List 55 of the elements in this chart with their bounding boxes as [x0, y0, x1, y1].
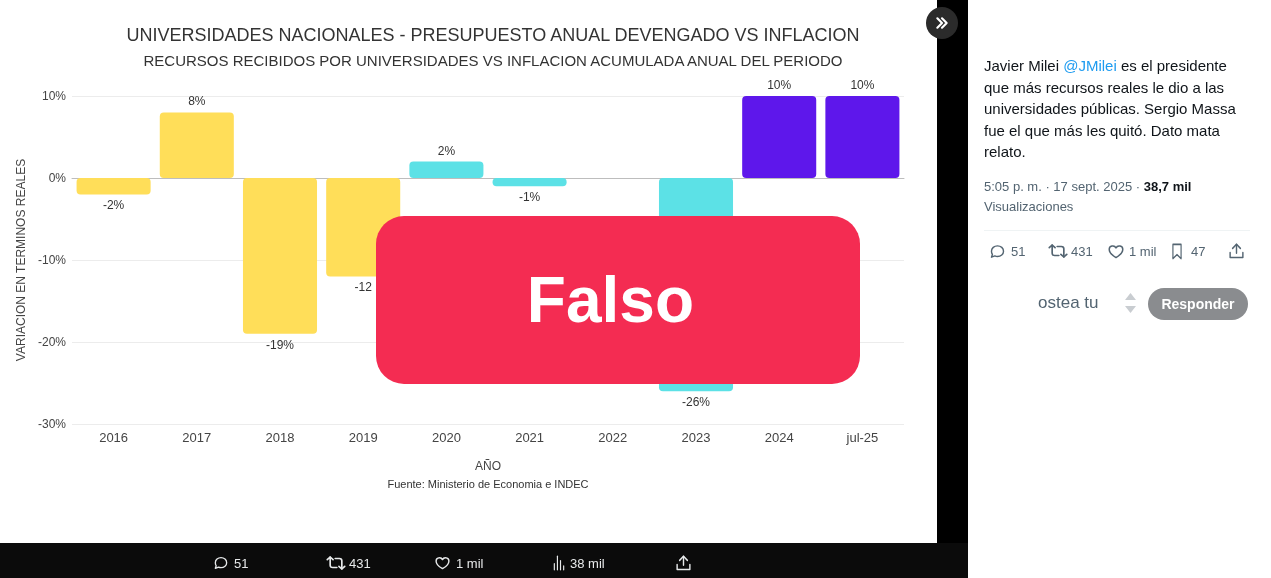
text: 51: [1011, 244, 1026, 260]
x-tick-label: 2024: [764, 430, 794, 445]
text: 5:05 p. m. · 17 sept. 2025 ·: [984, 179, 1141, 194]
x-tick-label: 2019: [348, 430, 378, 445]
y-tick-label: 0%: [48, 171, 67, 185]
chart-subtitle: RECURSOS RECIBIDOS POR UNIVERSIDADES VS INFLACION ACUMULADA ANUAL DEL PERIODO: [143, 52, 843, 69]
data-label: -2%: [102, 198, 125, 213]
text: que más recursos reales le dio a las universidades públicas. Sergio Massa fue el que más les quitó. Dato mata relato.: [984, 77, 1237, 162]
text: 431: [349, 556, 371, 572]
bar: [242, 178, 318, 334]
data-label: -19%: [265, 337, 295, 352]
data-label: 8%: [188, 94, 206, 109]
text: 51: [234, 556, 249, 572]
bar: [825, 96, 900, 178]
x-tick-label: 2018: [265, 430, 295, 445]
y-axis-title: VARIACION EN TERMINOS REALES: [14, 158, 29, 362]
y-tick-label: 10%: [41, 89, 67, 103]
bar: [409, 161, 484, 178]
text: 1 mil: [1129, 244, 1157, 260]
source-note: Fuente: Ministerio de Economia e INDEC: [387, 478, 589, 490]
x-tick-label: jul-25: [845, 430, 879, 445]
x-tick-label: 2017: [182, 430, 212, 445]
text: 431: [1071, 244, 1093, 260]
data-label: 2%: [437, 143, 456, 158]
x-tick-label: 2022: [598, 430, 628, 445]
text: 47: [1191, 244, 1206, 260]
data-label: 10%: [850, 78, 875, 92]
y-tick-label: -30%: [37, 417, 67, 431]
chart-title: UNIVERSIDADES NACIONALES - PRESUPUESTO ANUAL DEVENGADO VS INFLACION: [126, 25, 860, 45]
text: 1 mil: [456, 556, 484, 572]
data-label: -26%: [681, 395, 711, 410]
text: ostea tu: [1038, 293, 1099, 313]
x-tick-label: 2023: [681, 430, 711, 445]
reply-button: Responder: [1148, 288, 1248, 320]
data-label: 10%: [767, 78, 792, 92]
bar: [159, 112, 234, 178]
data-label: -12: [354, 280, 373, 295]
stamp: Falso: [376, 216, 860, 384]
annotation: Falso: [525, 264, 694, 336]
x-axis-title: AÑO: [474, 459, 502, 473]
text: 38 mil: [570, 556, 605, 572]
text: @JMilei: [1063, 57, 1117, 74]
data-label: -1%: [518, 190, 541, 205]
y-tick-label: -10%: [37, 253, 67, 267]
text: Javier Milei: [984, 57, 1060, 74]
y-tick-label: -20%: [37, 335, 67, 349]
x-tick-label: 2021: [515, 430, 545, 445]
x-tick-label: 2016: [99, 430, 129, 445]
bar: [492, 178, 567, 187]
bar: [742, 96, 817, 178]
text: es el presidente: [1120, 57, 1227, 74]
text: 38,7 mil: [1143, 179, 1192, 194]
text: Visualizaciones: [984, 198, 1074, 215]
bar: [76, 178, 151, 195]
x-tick-label: 2020: [431, 430, 461, 445]
